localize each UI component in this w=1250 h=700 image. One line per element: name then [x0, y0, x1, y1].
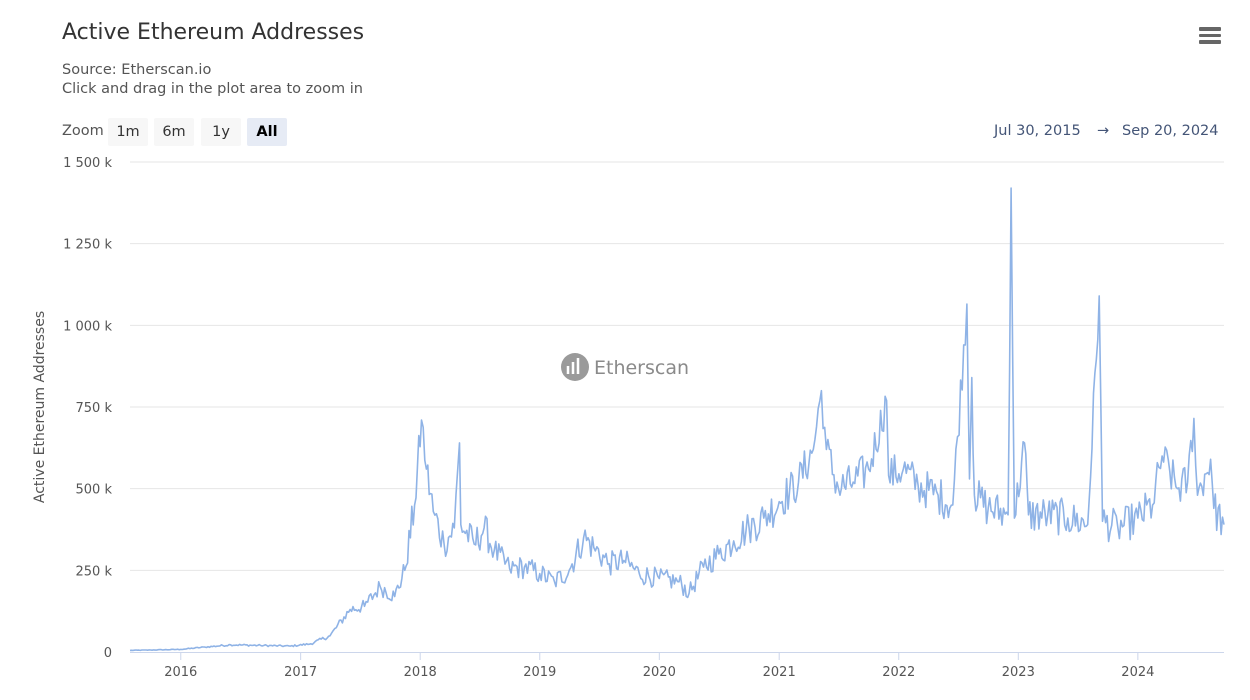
x-tick-label: 2024: [1121, 665, 1154, 680]
etherscan-logo-icon-bars: [566, 358, 580, 374]
x-tick-label: 2017: [284, 665, 317, 680]
zoom-6m-button[interactable]: 6m: [154, 118, 194, 146]
y-tick-label: 500 k: [76, 483, 113, 498]
x-tick-label: 2020: [643, 665, 676, 680]
y-axis-ticks: 0 250 k 500 k 750 k 1 000 k 1 250 k 1 500 k: [63, 156, 112, 661]
range-from-date[interactable]: Jul 30, 2015: [994, 123, 1081, 139]
x-axis-ticks: 2016 2017 2018 2019 2020 2021 2022 2023 2024: [164, 652, 1154, 680]
x-tick-label: 2018: [404, 665, 437, 680]
zoom-hint-text: Click and drag in the plot area to zoom …: [62, 81, 363, 97]
hamburger-icon-bar: [1199, 40, 1221, 44]
range-to-date[interactable]: Sep 20, 2024: [1122, 123, 1219, 139]
y-tick-label: 750 k: [76, 401, 113, 416]
y-tick-label: 1 000 k: [63, 319, 112, 334]
source-text: Source: Etherscan.io: [62, 62, 212, 78]
chart-menu-button[interactable]: [1196, 24, 1224, 52]
zoom-1m-button[interactable]: 1m: [108, 118, 148, 146]
x-tick-label: 2016: [164, 665, 197, 680]
watermark-text: Etherscan: [594, 357, 689, 379]
zoom-all-button[interactable]: All: [247, 118, 287, 146]
x-tick-label: 2019: [523, 665, 556, 680]
series-layer: [129, 187, 1225, 652]
y-axis-title: Active Ethereum Addresses: [32, 311, 48, 503]
y-tick-label: 1 250 k: [63, 238, 112, 253]
zoom-1y-button[interactable]: 1y: [201, 118, 241, 146]
zoom-label: Zoom: [62, 123, 104, 139]
watermark: Etherscan: [561, 353, 689, 381]
x-tick-label: 2022: [882, 665, 915, 680]
x-tick-label: 2021: [763, 665, 796, 680]
y-tick-label: 250 k: [76, 564, 113, 579]
series-line[interactable]: [129, 187, 1225, 652]
x-tick-label: 2023: [1002, 665, 1035, 680]
y-tick-label: 1 500 k: [63, 156, 112, 171]
range-arrow: →: [1097, 123, 1110, 139]
hamburger-icon-bar: [1199, 27, 1221, 31]
chart-title: Active Ethereum Addresses: [62, 20, 365, 45]
chart-subtitle: Source: Etherscan.io Click and drag in t…: [62, 61, 363, 99]
grid-lines: [130, 161, 1224, 571]
hamburger-icon-bar: [1199, 33, 1221, 37]
y-tick-label: 0: [104, 646, 112, 661]
etherscan-logo-icon: [561, 353, 589, 381]
